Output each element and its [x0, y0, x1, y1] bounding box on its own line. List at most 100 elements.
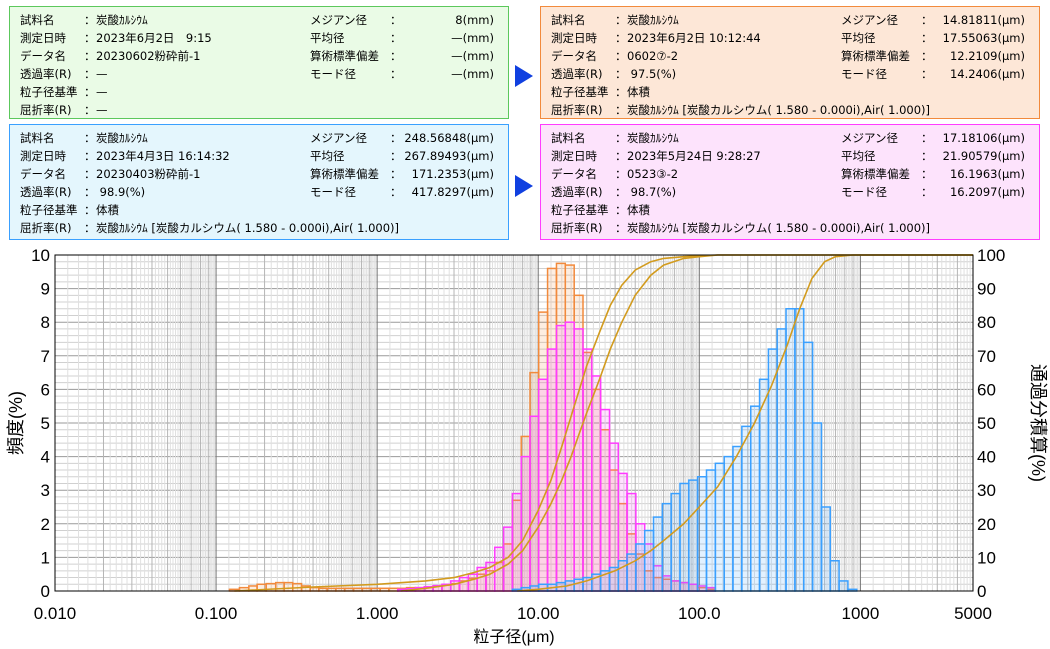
cumulative-curve [517, 254, 973, 592]
info-value: 体積 [96, 203, 119, 217]
info-panel-green: 試料名 ：炭酸ｶﾙｼｳﾑ 測定日時 ：2023年6月2日 9:15 データ名 ：20230… [9, 6, 509, 119]
stat-value: 171.2353(μm) [411, 167, 494, 181]
info-colon: ： [615, 103, 627, 117]
info-key: 粒子径基準 [551, 203, 609, 217]
info-colon: ： [84, 203, 96, 217]
info-key: 粒子径基準 [551, 85, 609, 99]
stat-colon: ： [921, 149, 933, 163]
y2-tick-label: 50 [977, 414, 996, 433]
stat-value: 16.2097(μm) [949, 185, 1025, 199]
info-value: 体積 [627, 85, 650, 99]
info-value: 0523③-2 [627, 167, 679, 181]
x-axis-label: 粒子径(μm) [473, 628, 554, 646]
stat-key: モード径 [310, 185, 356, 199]
y2-tick-label: 30 [977, 481, 996, 500]
info-value: 炭酸ｶﾙｼｳﾑ [627, 13, 679, 27]
y-tick-label: 1 [41, 548, 50, 567]
y-tick-label: 9 [41, 280, 50, 299]
stat-row: 平均径 ： —(mm) [310, 31, 494, 45]
bar-pink [511, 492, 522, 592]
y-tick-label: 3 [41, 481, 50, 500]
bar-cyan [679, 482, 690, 592]
y2-tick-label: 10 [977, 548, 996, 567]
bar-cyan [750, 405, 761, 592]
bar-cyan [723, 455, 734, 592]
bar-pink [573, 328, 584, 592]
stat-row: 算術標準偏差 ： 12.2109(μm) [841, 49, 1025, 63]
info-value: 体積 [627, 203, 650, 217]
info-value: 98.7(%) [627, 185, 677, 199]
info-colon: ： [615, 67, 627, 81]
y-tick-label: 4 [41, 448, 50, 467]
cumulative-curve [234, 254, 973, 592]
stat-key: メジアン径 [841, 13, 899, 27]
info-key: 粒子径基準 [20, 203, 78, 217]
info-value: 炭酸ｶﾙｼｳﾑ [96, 131, 148, 145]
info-key: データ名 [20, 167, 66, 181]
info-key: データ名 [551, 49, 597, 63]
bar-cyan [785, 308, 796, 592]
info-colon: ： [84, 103, 96, 117]
stat-value: —(mm) [451, 49, 494, 63]
info-value: — [96, 67, 108, 81]
info-value: — [96, 103, 108, 117]
bar-cyan [573, 578, 584, 592]
stat-key: メジアン径 [310, 13, 368, 27]
bar-cyan [758, 378, 770, 592]
info-colon: ： [84, 13, 96, 27]
stat-value: —(mm) [451, 31, 494, 45]
info-row: 透過率(R) ：— [20, 67, 108, 81]
bar-orange [309, 586, 320, 592]
y-tick-label: 0 [41, 582, 50, 601]
info-colon: ： [615, 31, 627, 45]
stat-row: 平均径 ： 267.89493(μm) [310, 149, 494, 163]
stat-value: 17.18106(μm) [942, 131, 1025, 145]
bar-orange [274, 581, 285, 592]
info-row: 測定日時 ：2023年4月3日 16:14:32 [20, 149, 230, 163]
info-row: 屈折率(R) ：— [20, 103, 108, 117]
stat-row: モード径 ： 16.2097(μm) [841, 185, 1025, 199]
stat-colon: ： [390, 13, 402, 27]
stat-value: —(mm) [451, 67, 494, 81]
y2-tick-label: 40 [977, 448, 996, 467]
info-row: 測定日時 ：2023年5月24日 9:28:27 [551, 149, 761, 163]
x-tick-label: 1.000 [356, 604, 399, 623]
info-colon: ： [615, 185, 627, 199]
info-key: 測定日時 [20, 31, 66, 45]
info-colon: ： [84, 31, 96, 45]
stat-key: 平均径 [310, 31, 345, 45]
y2-tick-label: 0 [977, 582, 986, 601]
stat-colon: ： [921, 131, 933, 145]
info-key: 屈折率(R) [20, 221, 72, 235]
bar-cyan [705, 469, 717, 592]
stat-value: 248.56848(μm) [404, 131, 494, 145]
x-tick-label: 100.0 [678, 604, 721, 623]
info-row: 測定日時 ：2023年6月2日 9:15 [20, 31, 212, 45]
x-tick-label: 5000 [954, 604, 992, 623]
y-tick-label: 6 [41, 380, 50, 399]
plot-frame [54, 254, 974, 592]
stat-value: 417.8297(μm) [411, 185, 494, 199]
info-key: 屈折率(R) [551, 221, 603, 235]
bar-cyan [741, 425, 752, 592]
stat-key: 算術標準偏差 [310, 167, 379, 181]
info-row: 粒子径基準 ：体積 [20, 203, 119, 217]
stat-colon: ： [921, 31, 933, 45]
bar-cyan [803, 341, 814, 592]
info-value: 炭酸ｶﾙｼｳﾑ [炭酸カルシウム( 1.580 - 0.000i),Air( 1… [627, 221, 931, 235]
stat-colon: ： [390, 149, 402, 163]
bar-pink [537, 378, 549, 592]
info-value: 2023年6月2日 9:15 [96, 31, 212, 45]
bar-cyan [794, 308, 805, 592]
bar-pink [582, 348, 593, 592]
info-panel-cyan: 試料名 ：炭酸ｶﾙｼｳﾑ 測定日時 ：2023年4月3日 16:14:32 データ名 ：2… [9, 124, 509, 240]
stat-key: モード径 [310, 67, 356, 81]
stat-row: メジアン径 ： 14.81811(μm) [841, 13, 1025, 27]
chart-cumulative-curves [234, 254, 973, 592]
stat-row: 算術標準偏差 ： —(mm) [310, 49, 494, 63]
stat-row: メジアン径 ： 248.56848(μm) [310, 131, 494, 145]
info-key: 透過率(R) [551, 67, 603, 81]
bar-pink [564, 321, 575, 592]
bar-cyan [732, 445, 743, 592]
